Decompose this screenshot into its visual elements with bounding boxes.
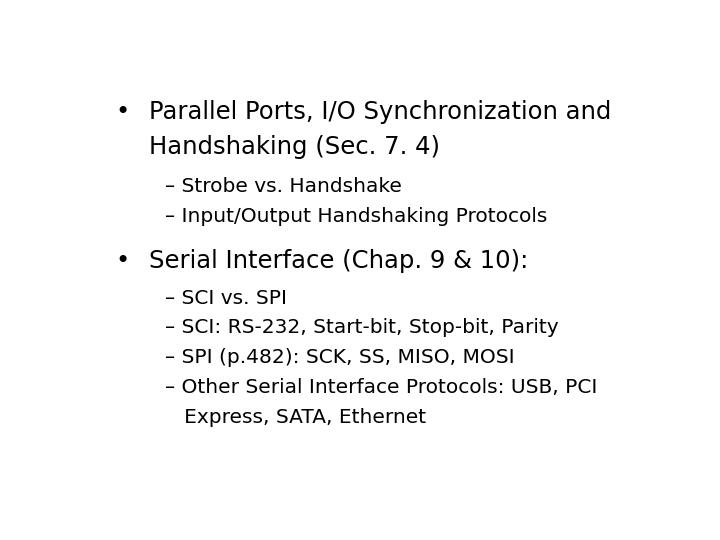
Text: – SPI (p.482): SCK, SS, MISO, MOSI: – SPI (p.482): SCK, SS, MISO, MOSI xyxy=(166,348,515,367)
Text: – Other Serial Interface Protocols: USB, PCI: – Other Serial Interface Protocols: USB,… xyxy=(166,379,598,397)
Text: Express, SATA, Ethernet: Express, SATA, Ethernet xyxy=(166,408,426,427)
Text: – SCI vs. SPI: – SCI vs. SPI xyxy=(166,288,287,307)
Text: •: • xyxy=(115,249,130,273)
Text: •: • xyxy=(115,100,130,124)
Text: Handshaking (Sec. 7. 4): Handshaking (Sec. 7. 4) xyxy=(148,136,440,159)
Text: Parallel Ports, I/O Synchronization and: Parallel Ports, I/O Synchronization and xyxy=(148,100,611,124)
Text: – SCI: RS-232, Start-bit, Stop-bit, Parity: – SCI: RS-232, Start-bit, Stop-bit, Pari… xyxy=(166,319,559,338)
Text: – Strobe vs. Handshake: – Strobe vs. Handshake xyxy=(166,177,402,196)
Text: – Input/Output Handshaking Protocols: – Input/Output Handshaking Protocols xyxy=(166,207,548,226)
Text: Serial Interface (Chap. 9 & 10):: Serial Interface (Chap. 9 & 10): xyxy=(148,249,528,273)
